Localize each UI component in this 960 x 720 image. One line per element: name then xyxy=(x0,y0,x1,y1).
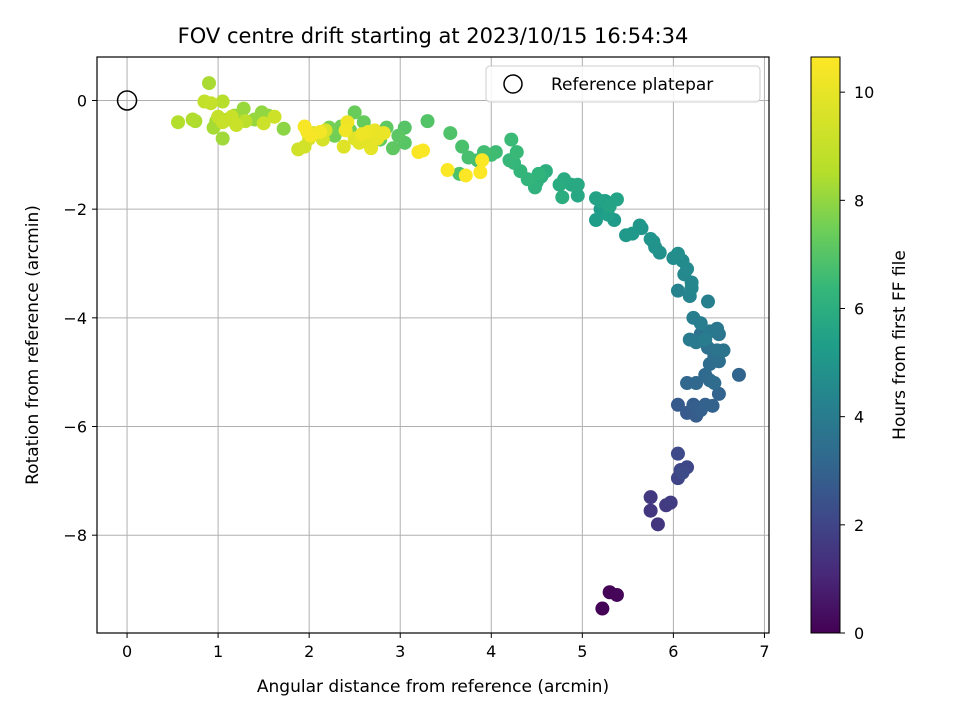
data-point xyxy=(473,165,488,180)
chart-title: FOV centre drift starting at 2023/10/15 … xyxy=(178,24,689,48)
data-point xyxy=(588,191,603,206)
y-axis-label: Rotation from reference (arcmin) xyxy=(23,205,43,485)
x-tick-label: 1 xyxy=(213,642,223,661)
y-tick-label: 0 xyxy=(77,91,87,110)
x-axis-ticks: 0 1 2 3 4 5 6 7 xyxy=(122,633,770,661)
data-point xyxy=(700,294,715,309)
data-point xyxy=(675,465,690,480)
data-point xyxy=(391,128,406,143)
data-point xyxy=(338,123,353,138)
colorbar-gradient xyxy=(810,56,841,634)
x-tick-label: 4 xyxy=(486,642,496,661)
data-point xyxy=(300,124,315,139)
data-point xyxy=(716,343,731,358)
x-tick-label: 6 xyxy=(668,642,678,661)
colorbar-ticks: 0 2 4 6 8 10 xyxy=(840,83,874,643)
data-point xyxy=(458,168,473,183)
legend: Reference platepar xyxy=(485,65,761,103)
data-point xyxy=(670,283,685,298)
x-tick-label: 5 xyxy=(577,642,587,661)
data-point xyxy=(376,126,391,141)
data-point xyxy=(185,112,200,127)
y-tick-label: −2 xyxy=(63,200,87,219)
colorbar-tick-label: 2 xyxy=(854,516,864,535)
data-point xyxy=(595,601,610,616)
data-point xyxy=(705,398,720,413)
data-point xyxy=(643,490,658,505)
colorbar-tick-label: 8 xyxy=(854,191,864,210)
y-tick-label: −6 xyxy=(63,418,87,437)
data-point xyxy=(670,397,685,412)
x-tick-label: 2 xyxy=(304,642,314,661)
data-point xyxy=(731,367,746,382)
data-point xyxy=(711,386,726,401)
data-point xyxy=(202,76,216,91)
data-point xyxy=(555,190,570,205)
legend-entry-reference: Reference platepar xyxy=(551,75,713,95)
data-point xyxy=(670,446,685,461)
data-point xyxy=(267,109,282,124)
y-tick-label: −8 xyxy=(63,526,87,545)
data-point xyxy=(663,495,678,510)
data-point xyxy=(171,115,186,130)
colorbar: 0 2 4 6 8 10 Hours from first FF file xyxy=(810,56,910,643)
data-point xyxy=(707,376,722,391)
data-point xyxy=(347,105,362,120)
data-point xyxy=(354,127,369,142)
data-point xyxy=(203,96,218,111)
data-point xyxy=(385,141,400,156)
colorbar-label: Hours from first FF file xyxy=(890,250,910,440)
data-point xyxy=(440,163,455,178)
data-point xyxy=(256,116,271,131)
data-point xyxy=(276,121,291,136)
data-point xyxy=(215,131,230,146)
legend-marker-reference xyxy=(503,74,523,94)
legend-box xyxy=(485,65,761,103)
data-point xyxy=(619,228,634,243)
data-point xyxy=(670,246,685,261)
data-point xyxy=(682,332,697,347)
data-point xyxy=(609,587,624,602)
data-point xyxy=(475,153,490,168)
data-point xyxy=(215,94,230,109)
data-point xyxy=(650,517,665,532)
colorbar-tick-label: 6 xyxy=(854,299,864,318)
data-point xyxy=(420,114,435,129)
data-point xyxy=(602,199,617,214)
data-point xyxy=(229,117,244,132)
y-tick-label: −4 xyxy=(63,309,87,328)
data-point xyxy=(552,177,567,192)
data-point xyxy=(336,139,351,154)
data-point xyxy=(588,213,603,228)
data-point xyxy=(443,126,458,141)
scatter-points xyxy=(116,76,746,616)
data-point xyxy=(689,376,704,391)
grid-lines xyxy=(97,57,769,633)
plot-frame xyxy=(96,56,770,634)
data-point xyxy=(570,188,585,203)
data-point xyxy=(643,503,658,518)
x-tick-label: 3 xyxy=(395,642,405,661)
data-point xyxy=(643,232,658,247)
data-point xyxy=(504,132,519,147)
data-point xyxy=(698,332,713,347)
x-tick-label: 0 xyxy=(122,642,132,661)
data-point xyxy=(711,354,726,369)
data-point xyxy=(461,150,476,165)
x-tick-label: 7 xyxy=(759,642,769,661)
data-point xyxy=(509,145,524,160)
y-axis-ticks: 0 −2 −4 −6 −8 xyxy=(63,91,97,545)
data-point xyxy=(693,316,708,331)
data-point xyxy=(455,139,470,154)
colorbar-tick-label: 4 xyxy=(854,408,864,427)
colorbar-tick-label: 0 xyxy=(854,624,864,643)
colorbar-tick-label: 10 xyxy=(854,83,874,102)
x-axis-label: Angular distance from reference (arcmin) xyxy=(257,677,609,697)
data-point xyxy=(415,143,430,158)
reference-platepar-marker xyxy=(116,90,138,111)
data-point xyxy=(531,166,546,181)
